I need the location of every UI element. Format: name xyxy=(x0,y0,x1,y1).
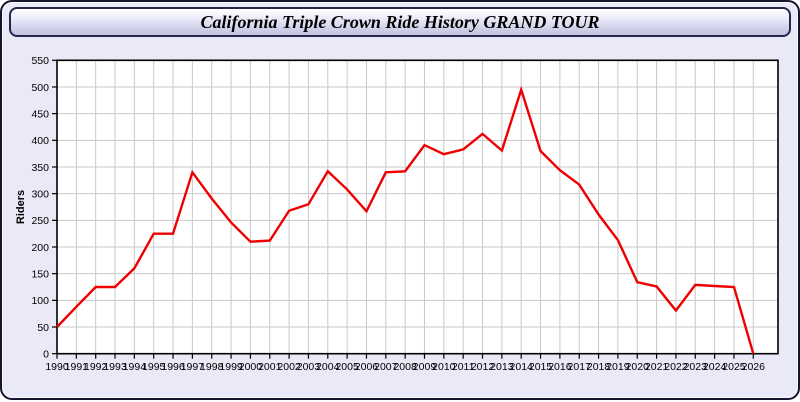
x-tick-label: 1996 xyxy=(161,361,185,373)
x-tick-label: 1990 xyxy=(45,361,69,373)
y-tick-label: 400 xyxy=(31,135,49,147)
x-tick-label: 2013 xyxy=(490,361,514,373)
x-tick-label: 2008 xyxy=(393,361,417,373)
x-tick-label: 1991 xyxy=(65,361,89,373)
x-tick-label: 2020 xyxy=(626,361,650,373)
x-tick-label: 2004 xyxy=(316,361,340,373)
y-tick-label: 250 xyxy=(31,215,49,227)
title-bar: California Triple Crown Ride History GRA… xyxy=(9,7,791,37)
y-tick-label: 50 xyxy=(37,322,49,334)
x-tick-label: 2017 xyxy=(568,361,592,373)
riders-series-line xyxy=(56,85,755,355)
x-tick-label: 1997 xyxy=(181,361,205,373)
x-tick-label: 2018 xyxy=(587,361,611,373)
y-tick-label: 200 xyxy=(31,242,49,254)
x-tick-label: 2001 xyxy=(258,361,282,373)
y-tick-label: 150 xyxy=(31,268,49,280)
x-tick-label: 1992 xyxy=(84,361,108,373)
x-tick-label: 2006 xyxy=(355,361,379,373)
y-tick-label: 350 xyxy=(31,162,49,174)
x-tick-label: 2011 xyxy=(452,361,475,373)
y-tick-label: 0 xyxy=(43,349,49,361)
y-tick-label: 100 xyxy=(31,295,49,307)
x-tick-label: 2016 xyxy=(548,361,572,373)
x-tick-label: 2022 xyxy=(664,361,688,373)
x-tick-label: 2010 xyxy=(432,361,456,373)
y-tick-label: 450 xyxy=(31,108,49,120)
plot-background xyxy=(57,60,778,354)
x-tick-label: 2009 xyxy=(413,361,437,373)
x-tick-label: 2025 xyxy=(722,361,746,373)
y-tick-label: 300 xyxy=(31,188,49,200)
x-tick-label: 2012 xyxy=(471,361,495,373)
x-tick-label: 1995 xyxy=(142,361,166,373)
x-tick-label: 1993 xyxy=(103,361,127,373)
x-tick-label: 2005 xyxy=(335,361,359,373)
y-tick-label: 550 xyxy=(31,55,49,67)
x-tick-label: 2024 xyxy=(703,361,727,373)
x-tick-label: 2007 xyxy=(374,361,398,373)
x-tick-label: 2002 xyxy=(277,361,301,373)
x-tick-label: 2000 xyxy=(239,361,263,373)
x-tick-label: 2019 xyxy=(606,361,630,373)
x-tick-label: 2014 xyxy=(510,361,534,373)
x-tick-label: 1999 xyxy=(219,361,243,373)
x-tick-label: 2003 xyxy=(297,361,321,373)
x-tick-label: 1998 xyxy=(200,361,224,373)
page-title: California Triple Crown Ride History GRA… xyxy=(200,12,600,32)
y-tick-label: 500 xyxy=(31,82,49,94)
x-tick-label: 2015 xyxy=(529,361,553,373)
x-tick-label: 2026 xyxy=(742,361,766,373)
x-tick-label: 1994 xyxy=(123,361,147,373)
x-tick-label: 2021 xyxy=(645,361,669,373)
plot-frame xyxy=(56,59,779,355)
x-tick-label: 2023 xyxy=(684,361,708,373)
y-axis-title: Riders xyxy=(15,190,27,224)
